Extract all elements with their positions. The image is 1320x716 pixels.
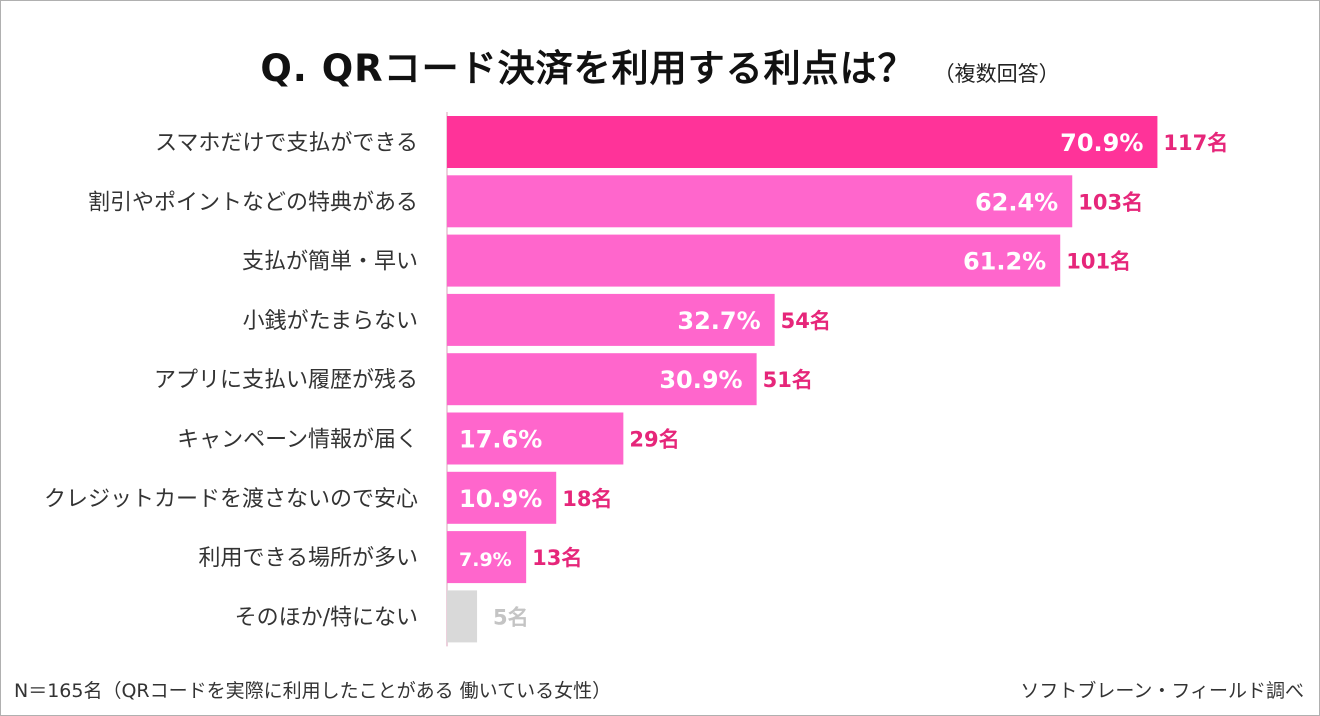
- bar: [447, 412, 624, 465]
- bar: [447, 116, 1158, 168]
- count-label: 13名: [532, 546, 582, 570]
- bar-value-label: 61.2%: [963, 248, 1046, 276]
- bar: [447, 471, 557, 524]
- bar: [447, 293, 775, 346]
- bar-value-label: 30.9%: [659, 366, 742, 394]
- category-label: クレジットカードを渡さないので安心: [44, 487, 418, 512]
- count-label: 18名: [562, 487, 612, 511]
- bar-value-label: 32.7%: [677, 307, 760, 335]
- bar-value-label: 70.9%: [1060, 129, 1143, 157]
- title-block: Q. QRコード決済を利用する利点は？ （複数回答）: [0, 38, 1320, 92]
- category-label: そのほか/特にない: [235, 605, 418, 630]
- bar: [447, 590, 478, 643]
- count-label: 101名: [1066, 250, 1131, 274]
- bar: [447, 175, 1073, 228]
- bar-value-label: 10.9%: [459, 485, 542, 513]
- category-label: キャンペーン情報が届く: [177, 428, 418, 453]
- bar: [447, 234, 1061, 287]
- bar: [447, 353, 757, 406]
- bar-value-label: 62.4%: [975, 188, 1058, 216]
- category-label: 利用できる場所が多い: [198, 546, 418, 571]
- category-label: スマホだけで支払ができる: [155, 131, 418, 156]
- count-label: 54名: [781, 309, 831, 333]
- category-label: 支払が簡単・早い: [242, 250, 418, 275]
- category-label: アプリに支払い履歴が残る: [154, 368, 418, 393]
- source-note: ソフトブレーン・フィールド調べ: [1020, 680, 1304, 702]
- bar-value-label: 7.9%: [459, 549, 512, 571]
- category-label: 小銭がたまらない: [243, 309, 418, 334]
- category-label: 割引やポイントなどの特典がある: [88, 190, 418, 215]
- count-label: 5名: [493, 605, 529, 629]
- bar-value-label: 17.6%: [459, 426, 542, 454]
- count-label: 117名: [1163, 131, 1228, 155]
- bar: [447, 531, 527, 584]
- count-label: 103名: [1078, 190, 1143, 214]
- count-label: 29名: [629, 428, 679, 452]
- sample-note: N＝165名（QRコードを実際に利用したことがある 働いている女性）: [14, 680, 612, 702]
- chart-subtitle: （複数回答）: [933, 62, 1060, 86]
- chart-title: Q. QRコード決済を利用する利点は？: [260, 47, 916, 90]
- count-label: 51名: [763, 368, 813, 392]
